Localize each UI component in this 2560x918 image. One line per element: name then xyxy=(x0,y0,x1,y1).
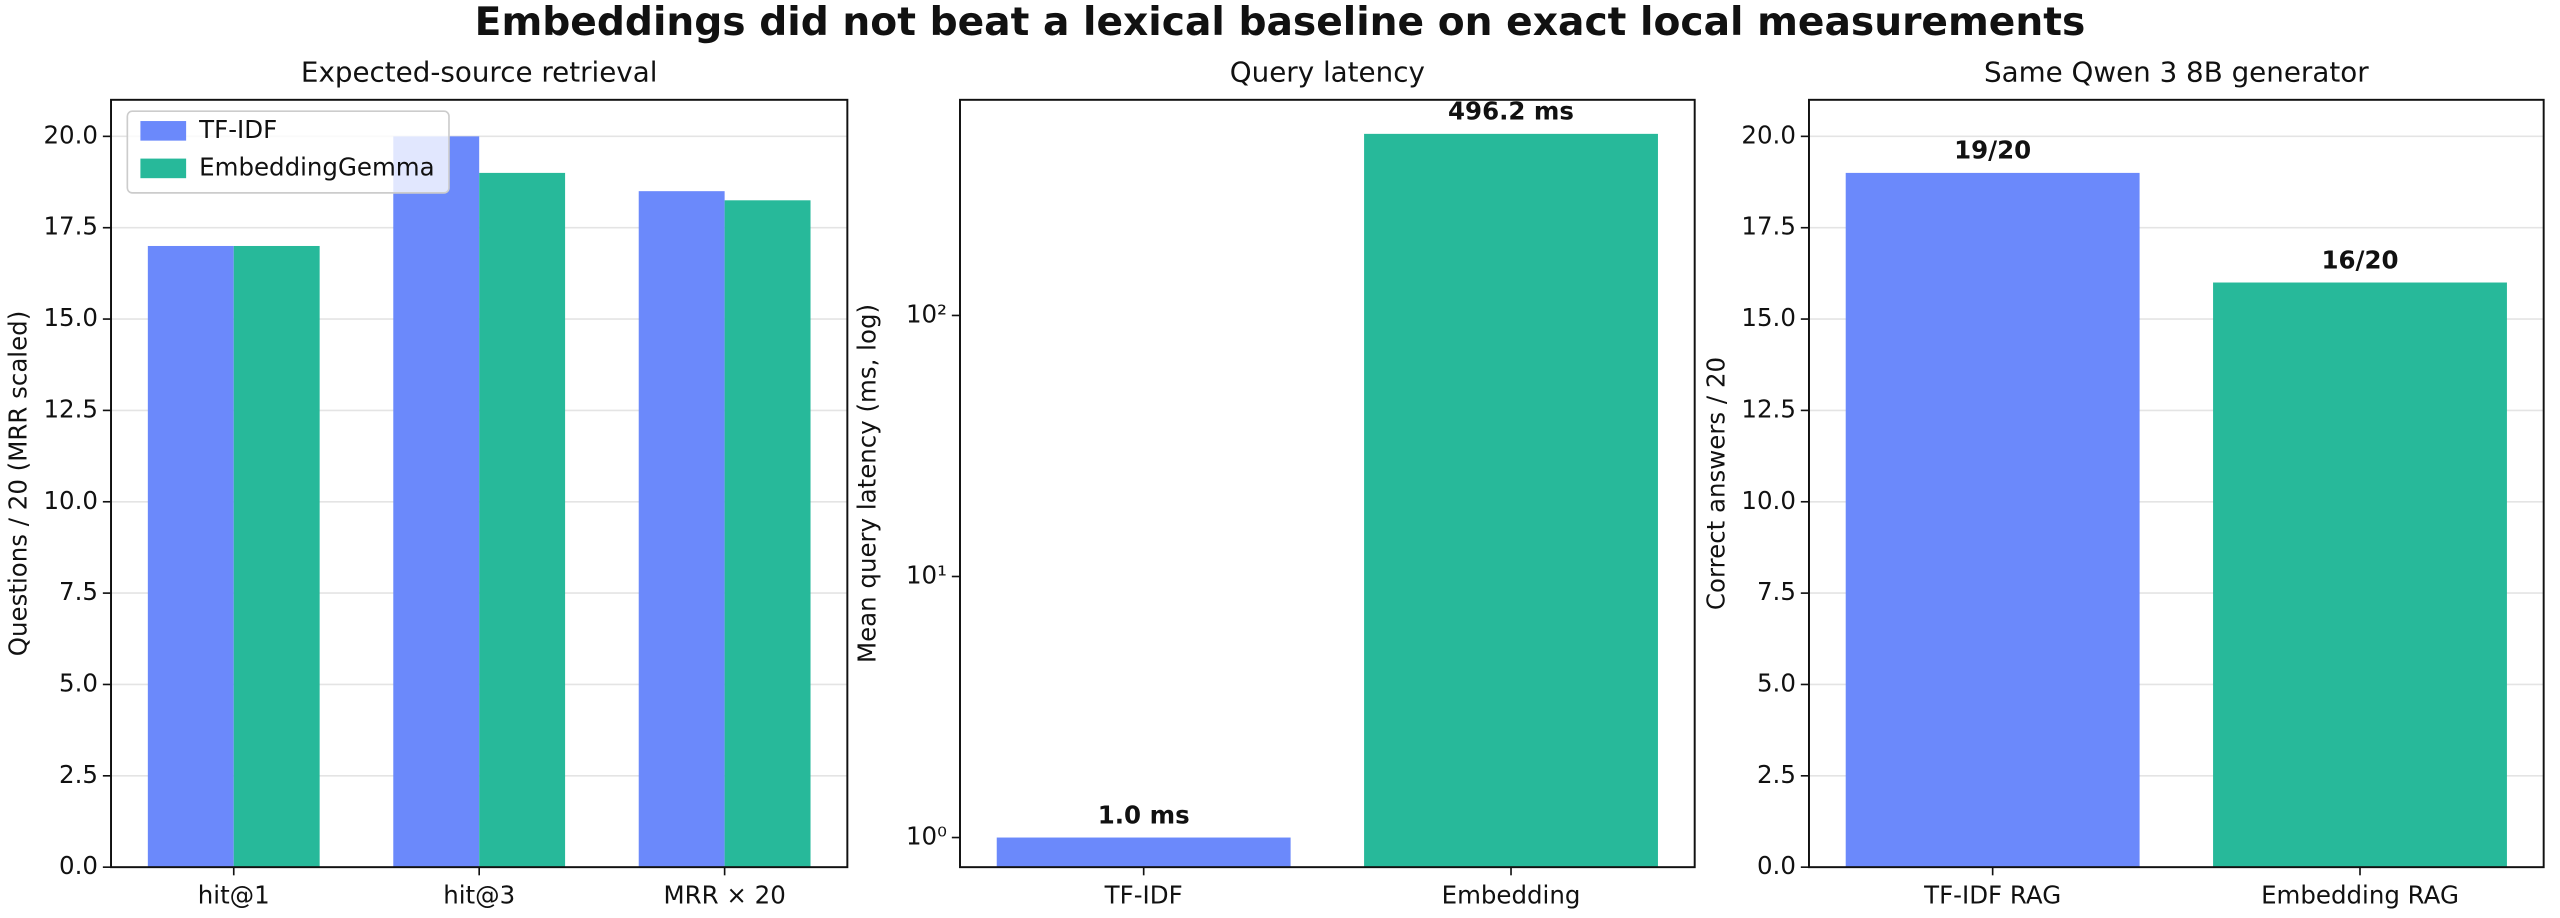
value-label: 1.0 ms xyxy=(1098,800,1190,829)
y-tick-label: 10¹ xyxy=(906,560,947,589)
y-axis-label: Mean query latency (ms, log) xyxy=(853,304,882,663)
y-tick-label: 0.0 xyxy=(59,851,98,880)
panel-title: Query latency xyxy=(1230,56,1425,89)
panel-title: Same Qwen 3 8B generator xyxy=(1984,56,2369,89)
y-tick-label: 20.0 xyxy=(43,120,97,149)
y-tick-label: 2.5 xyxy=(1757,760,1796,789)
bar xyxy=(638,191,725,868)
axes-frame xyxy=(959,98,1696,869)
bar xyxy=(233,245,320,868)
y-tick-label: 10² xyxy=(906,299,947,328)
bar xyxy=(479,172,566,868)
y-axis-label: Correct answers / 20 xyxy=(1702,357,1731,610)
legend-swatch xyxy=(140,121,187,141)
y-tick-label: 20.0 xyxy=(1741,120,1795,149)
figure-title: Embeddings did not beat a lexical baseli… xyxy=(475,0,2086,45)
x-tick-label: hit@3 xyxy=(443,881,515,910)
y-tick-label: 5.0 xyxy=(1757,668,1796,697)
y-axis-label: Questions / 20 (MRR scaled) xyxy=(4,311,33,656)
x-tick-label: TF-IDF xyxy=(1104,881,1183,910)
axes-frame xyxy=(110,98,849,869)
legend-label: EmbeddingGemma xyxy=(199,152,434,181)
y-tick-label: 12.5 xyxy=(1741,394,1795,423)
y-tick-label: 15.0 xyxy=(1741,303,1795,332)
y-tick-label: 7.5 xyxy=(59,577,98,606)
legend-label: TF-IDF xyxy=(198,115,277,144)
y-tick-label: 12.5 xyxy=(43,394,97,423)
panel-title: Expected-source retrieval xyxy=(301,56,658,89)
x-tick-label: hit@1 xyxy=(198,881,270,910)
y-tick-label: 10.0 xyxy=(43,486,97,515)
y-tick-label: 5.0 xyxy=(59,668,98,697)
bar xyxy=(724,200,811,868)
bar xyxy=(2213,282,2507,868)
legend-swatch xyxy=(140,158,187,179)
bar xyxy=(147,245,234,868)
y-tick-label: 10⁰ xyxy=(906,822,947,851)
x-tick-label: Embedding RAG xyxy=(2261,881,2459,910)
y-tick-label: 17.5 xyxy=(1741,212,1795,241)
y-tick-label: 15.0 xyxy=(43,303,97,332)
value-label: 496.2 ms xyxy=(1448,97,1574,126)
y-tick-label: 17.5 xyxy=(43,212,97,241)
y-tick-label: 0.0 xyxy=(1757,851,1796,880)
value-label: 19/20 xyxy=(1954,136,2031,165)
x-tick-label: TF-IDF RAG xyxy=(1923,881,2061,910)
y-tick-label: 2.5 xyxy=(59,760,98,789)
bar xyxy=(393,136,480,868)
legend-box xyxy=(126,110,450,194)
x-tick-label: MRR × 20 xyxy=(663,881,785,910)
bar xyxy=(996,837,1291,868)
value-label: 16/20 xyxy=(2321,245,2398,274)
axes-frame xyxy=(1808,98,2545,869)
y-tick-label: 10.0 xyxy=(1741,486,1795,515)
bar xyxy=(1845,172,2140,868)
y-tick-label: 7.5 xyxy=(1757,577,1796,606)
x-tick-label: Embedding xyxy=(1442,881,1581,910)
bar xyxy=(1364,133,1658,868)
